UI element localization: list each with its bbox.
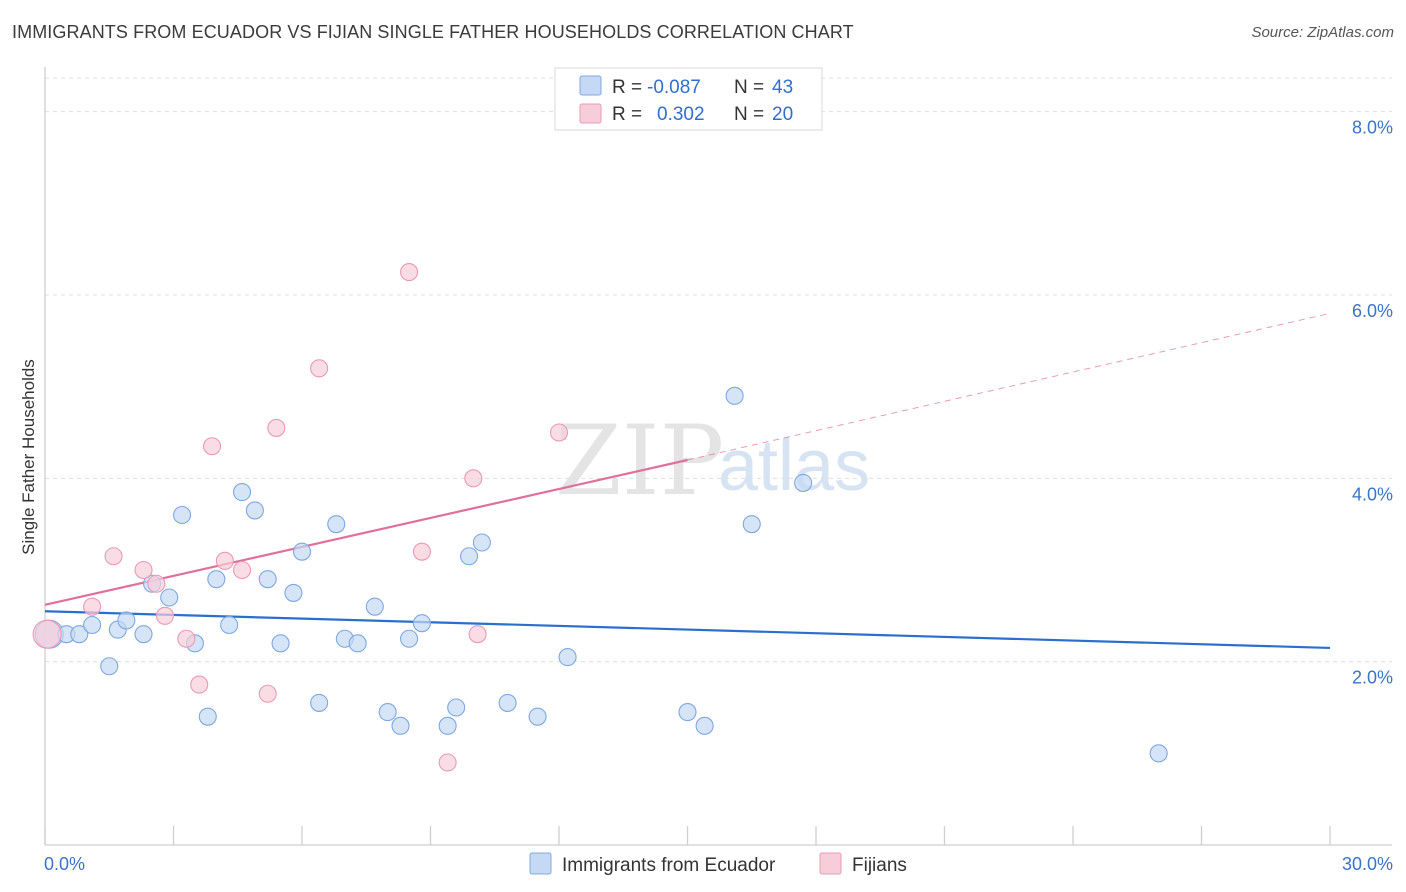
watermark-atlas: atlas xyxy=(718,426,870,506)
series-legend: Immigrants from Ecuador Fijians xyxy=(529,852,907,876)
ecuador-point xyxy=(348,634,367,653)
x-tick-label-min: 0.0% xyxy=(44,854,85,874)
legend-r-label-pink: R = xyxy=(612,104,642,125)
fijians-point xyxy=(83,597,102,616)
ecuador-point xyxy=(271,634,290,653)
ecuador-point xyxy=(438,716,457,735)
y-tick-label: 4.0% xyxy=(1352,484,1393,504)
fijians-point xyxy=(104,547,123,566)
ecuador-point xyxy=(245,501,264,520)
fijians-point xyxy=(258,684,277,703)
fijians-point xyxy=(310,359,329,378)
ecuador-point xyxy=(134,625,153,644)
ecuador-point xyxy=(365,597,384,616)
ecuador-point xyxy=(100,657,119,676)
ecuador-point xyxy=(327,515,346,534)
ecuador-point xyxy=(70,625,89,644)
ecuador-point xyxy=(207,570,226,589)
ecuador-point xyxy=(284,583,303,602)
legend-n-label-blue: N = xyxy=(734,77,764,98)
ecuador-point xyxy=(160,588,179,607)
ecuador-point xyxy=(794,473,813,492)
ecuador-point xyxy=(459,547,479,566)
fijians-point xyxy=(203,437,222,456)
fijians-point xyxy=(412,542,431,561)
axes xyxy=(44,67,1392,846)
legend-r-value-blue: -0.087 xyxy=(647,77,701,98)
legend-n-value-blue: 43 xyxy=(772,77,793,98)
fijians-trend-line xyxy=(44,458,688,606)
fijians-point xyxy=(464,469,483,488)
data-points xyxy=(32,263,1168,772)
ecuador-point xyxy=(378,703,397,722)
fijians-point xyxy=(438,753,457,772)
ecuador-point xyxy=(472,533,491,552)
series-legend-label-fijians: Fijians xyxy=(852,855,907,876)
ecuador-point xyxy=(292,542,312,561)
series-legend-label-ecuador: Immigrants from Ecuador xyxy=(562,855,776,876)
legend-n-value-pink: 20 xyxy=(772,104,793,125)
ecuador-point xyxy=(447,698,466,717)
ecuador-point xyxy=(83,615,102,635)
fijians-point xyxy=(232,560,252,580)
legend-swatch-pink xyxy=(579,103,602,124)
fijians-point xyxy=(468,625,487,644)
ecuador-point xyxy=(117,611,136,630)
ecuador-point xyxy=(310,693,329,712)
ecuador-point xyxy=(1149,744,1168,763)
x-tick-labels: 0.0% 30.0% xyxy=(44,854,1393,874)
y-tick-label: 2.0% xyxy=(1352,668,1393,688)
ecuador-point xyxy=(400,629,419,648)
watermark: ZIP atlas xyxy=(555,405,870,517)
ecuador-point xyxy=(232,483,252,502)
ecuador-point xyxy=(725,386,744,405)
ecuador-point xyxy=(498,693,517,712)
ecuador-point xyxy=(173,505,192,525)
fijians-point xyxy=(177,629,196,648)
fijians-point xyxy=(215,551,234,570)
ecuador-point xyxy=(678,703,697,722)
ecuador-point xyxy=(391,716,410,735)
ecuador-point xyxy=(742,515,761,534)
ecuador-trend-line xyxy=(44,610,1331,650)
legend-r-value-pink: 0.302 xyxy=(657,104,705,125)
fijians-point xyxy=(549,423,569,442)
y-tick-labels: 2.0% 4.0% 6.0% 8.0% xyxy=(1352,118,1393,688)
ecuador-point xyxy=(258,570,277,589)
fijians-point xyxy=(267,418,286,437)
stats-legend: R = -0.087 N = 43 R = 0.302 N = 20 xyxy=(554,67,823,131)
ecuador-point xyxy=(695,716,714,735)
fijians-point xyxy=(32,619,62,649)
fijians-point xyxy=(190,675,209,694)
y-axis-label: Single Father Households xyxy=(19,359,38,555)
x-tick-label-max: 30.0% xyxy=(1342,854,1393,874)
ecuador-point xyxy=(558,648,577,667)
legend-swatch-blue xyxy=(579,75,602,96)
fijians-point xyxy=(134,560,153,580)
watermark-zip: ZIP xyxy=(555,405,724,517)
series-legend-swatch-fijians xyxy=(819,852,842,875)
chart-title: IMMIGRANTS FROM ECUADOR VS FIJIAN SINGLE… xyxy=(12,22,854,42)
y-tick-label: 6.0% xyxy=(1352,301,1393,321)
y-tick-label: 8.0% xyxy=(1352,118,1393,138)
fijians-point xyxy=(155,606,174,625)
fijians-trend-extension xyxy=(687,312,1331,461)
fijians-point xyxy=(147,574,166,593)
ecuador-point xyxy=(412,614,431,633)
ecuador-point xyxy=(220,615,239,635)
source-credit: Source: ZipAtlas.com xyxy=(1251,24,1394,41)
fijians-point xyxy=(400,263,419,282)
legend-r-label-blue: R = xyxy=(612,77,642,98)
ecuador-point xyxy=(528,707,547,726)
ecuador-point xyxy=(198,707,217,726)
legend-n-label-pink: N = xyxy=(734,104,764,125)
series-legend-swatch-ecuador xyxy=(529,852,552,875)
